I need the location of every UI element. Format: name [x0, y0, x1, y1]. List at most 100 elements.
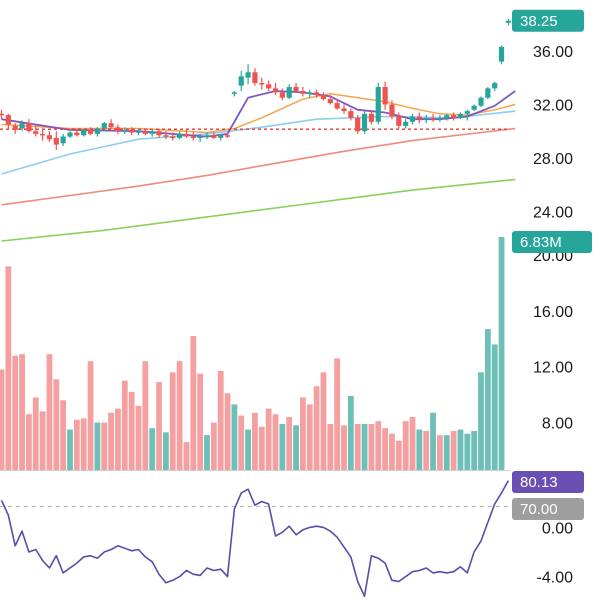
- volume-bar: [279, 423, 286, 470]
- volume-bar: [87, 361, 94, 470]
- volume-bar: [204, 435, 210, 470]
- candle-body: [403, 121, 409, 126]
- volume-bar: [293, 425, 299, 470]
- price-tick-label: 24.00: [533, 205, 573, 222]
- volume-tick-label: 16.00: [533, 304, 573, 321]
- candle-body: [33, 131, 39, 134]
- volume-bar: [341, 425, 347, 470]
- volume-bar: [163, 432, 169, 470]
- volume-bar: [94, 422, 101, 470]
- volume-bar: [135, 405, 142, 470]
- volume-bar: [142, 361, 149, 470]
- oscillator-value-badge: 80.13: [512, 471, 584, 493]
- volume-bar: [231, 404, 238, 470]
- volume-bar: [272, 414, 279, 470]
- candle-body: [87, 129, 94, 134]
- volume-bar: [19, 354, 25, 470]
- candle-body: [444, 115, 450, 118]
- volume-bar: [5, 266, 12, 470]
- volume-bar: [46, 354, 53, 470]
- volume-bar: [327, 423, 334, 470]
- candle-body: [348, 111, 354, 118]
- volume-bar: [217, 370, 224, 470]
- ma-green-line: [1, 178, 516, 242]
- candle-body: [272, 88, 279, 93]
- volume-bar: [12, 355, 19, 470]
- candle-body: [293, 87, 299, 92]
- volume-bar: [334, 358, 341, 470]
- volume-bar: [409, 416, 416, 470]
- candle-body: [334, 103, 340, 109]
- last-volume-badge-bg: [512, 231, 592, 253]
- candle-body: [389, 104, 395, 117]
- candle-body: [81, 129, 87, 136]
- volume-bar: [80, 418, 87, 470]
- last-price-badge: 38.25: [512, 9, 584, 32]
- ma-blue-line: [1, 110, 516, 175]
- volume-bar: [245, 429, 251, 470]
- candle-body: [156, 131, 162, 136]
- volume-bar: [101, 422, 108, 470]
- candle-body: [457, 113, 464, 118]
- candle-body: [238, 76, 244, 86]
- candle-body: [218, 135, 224, 138]
- volume-bar: [128, 391, 135, 470]
- candle-body: [122, 129, 128, 132]
- volume-bar: [450, 430, 457, 470]
- volume-bar: [60, 400, 67, 470]
- candle-body: [190, 136, 196, 139]
- volume-bar: [0, 369, 5, 470]
- volume-bar: [320, 372, 327, 470]
- candle-body: [60, 136, 66, 144]
- volume-bar: [382, 428, 388, 470]
- candle-body: [19, 123, 25, 129]
- oscillator-level-badge-text: 70.00: [520, 501, 558, 518]
- last-price-badge-bg: [512, 9, 584, 32]
- volume-bar: [375, 421, 382, 470]
- candle-body: [259, 83, 265, 85]
- candle-body: [211, 135, 217, 138]
- last-volume-badge-text: 6.83M: [520, 234, 562, 251]
- candle-body: [437, 117, 443, 120]
- last-volume-badge: 6.83M: [512, 231, 592, 253]
- candle-body: [12, 125, 18, 130]
- oscillator-line: [0, 480, 510, 598]
- volume-bar: [197, 373, 204, 470]
- price-tick-label: 36.00: [533, 44, 573, 61]
- candle-body: [464, 111, 470, 114]
- candle-body: [505, 20, 511, 23]
- candle-body: [498, 46, 505, 62]
- candle-body: [245, 72, 251, 78]
- candle-body: [327, 99, 333, 104]
- candle-body: [307, 92, 313, 94]
- volume-bar: [498, 236, 505, 470]
- candle-body: [231, 92, 237, 94]
- candle-body: [478, 97, 484, 106]
- candle-body: [135, 131, 142, 133]
- candle-body: [375, 87, 381, 122]
- candle-body: [5, 115, 11, 125]
- volume-bar: [464, 433, 471, 470]
- volume-bar: [389, 433, 395, 470]
- volume-bar: [190, 336, 197, 470]
- oscillator-value-badge-bg: [512, 471, 584, 493]
- candle-body: [108, 123, 114, 128]
- candle-body: [430, 117, 436, 120]
- candle-body: [320, 95, 327, 100]
- candle-body: [314, 92, 320, 96]
- volume-bar: [73, 419, 80, 470]
- candle-body: [183, 133, 190, 137]
- candle-body: [204, 135, 210, 137]
- volume-bar: [437, 435, 443, 470]
- candle-body: [224, 135, 231, 137]
- volume-bar: [416, 429, 423, 470]
- candle-body: [142, 131, 148, 134]
- volume-bar: [471, 430, 478, 470]
- candle-body: [67, 132, 73, 137]
- candle-body: [197, 136, 203, 139]
- volume-bar: [108, 412, 114, 470]
- candle-body: [361, 113, 368, 132]
- candle-body: [368, 113, 374, 122]
- candle-body: [485, 88, 491, 98]
